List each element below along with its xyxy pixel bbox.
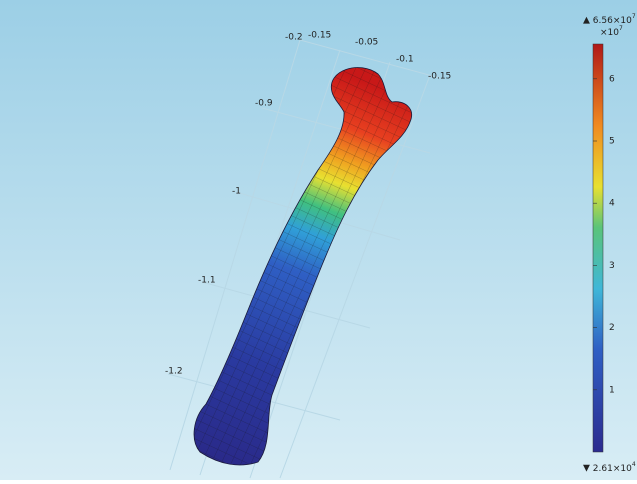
colorbar [593, 44, 603, 452]
colorbar-tick-label: 3 [609, 261, 615, 271]
axis-label: -0.2 [285, 33, 303, 43]
axis-label: -0.1 [396, 55, 414, 65]
viewport: -0.2-0.15-0.05-0.1-0.15-0.9-1-1.1-1.2 ▲ … [0, 0, 637, 480]
axis-label: -1.2 [165, 367, 183, 377]
axis-label: -0.15 [428, 72, 451, 82]
axis-label: -1.1 [198, 276, 216, 286]
colorbar-tick-label: 5 [609, 137, 615, 147]
colorbar-tick-label: 2 [609, 323, 615, 333]
axis-label: -1 [232, 187, 241, 197]
colorbar-tick-label: 6 [609, 74, 615, 84]
colorbar-tick-label: 4 [609, 199, 615, 209]
axis-label: -0.9 [255, 99, 273, 109]
axis-label: -0.05 [355, 38, 378, 48]
colorbar-tick-label: 1 [609, 385, 615, 395]
axis-label: -0.15 [308, 31, 331, 41]
